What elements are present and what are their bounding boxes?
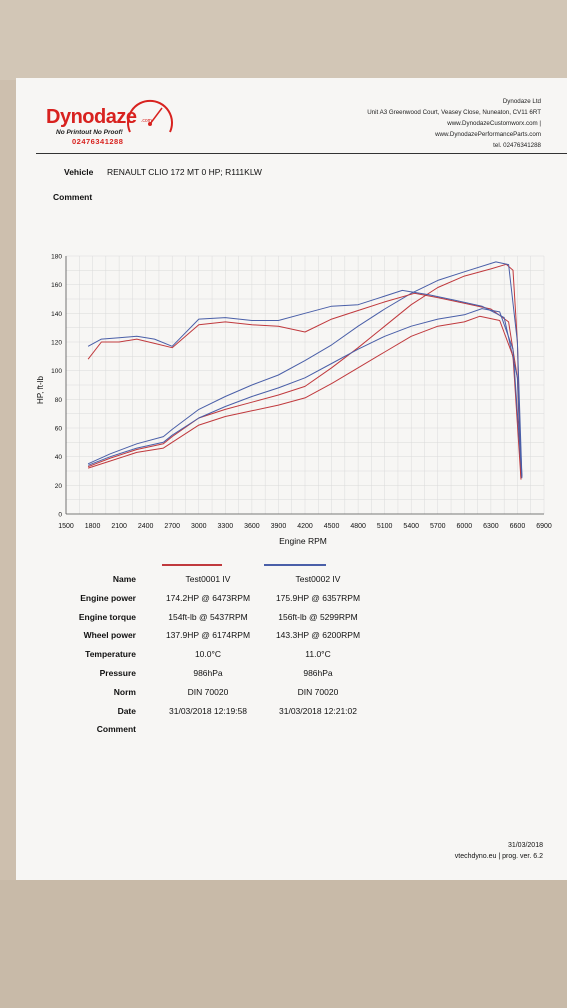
table-header-test1: Test0001 IV bbox=[185, 574, 231, 584]
y-tick-label: 120 bbox=[51, 340, 62, 347]
table-row-label: Date bbox=[117, 705, 136, 716]
x-tick-label: 6000 bbox=[457, 523, 473, 530]
table-row-label: Pressure bbox=[99, 668, 136, 678]
x-tick-label: 3300 bbox=[218, 523, 234, 530]
x-tick-label: 1800 bbox=[85, 523, 101, 530]
table-row-label: Comment bbox=[96, 724, 136, 735]
dyno-sheet: Dynodaze .com No Printout No Proof! 0247… bbox=[16, 78, 567, 880]
y-tick-label: 140 bbox=[51, 311, 62, 318]
chart-axes: 1500 1800 2100 2400 2700 3000 3300 3600 3900 4200… bbox=[51, 254, 552, 531]
company-web1: www.DynodazeCustomworx.com | bbox=[447, 120, 541, 127]
table-row-label: Temperature bbox=[85, 649, 136, 660]
table-cell-test2: 986hPa bbox=[303, 668, 333, 678]
x-tick-label: 6900 bbox=[536, 523, 552, 530]
x-tick-label: 5400 bbox=[403, 523, 419, 530]
comment-label: Comment bbox=[53, 192, 93, 202]
table-row-label: Engine torque bbox=[78, 611, 136, 622]
x-tick-label: 2700 bbox=[164, 523, 180, 530]
table-row-label: Wheel power bbox=[83, 630, 136, 641]
y-tick-label: 160 bbox=[51, 282, 62, 289]
x-tick-label: 2100 bbox=[111, 523, 127, 530]
legend-line-test1 bbox=[162, 564, 222, 566]
x-tick-label: 4800 bbox=[350, 523, 366, 530]
series-line-wheel-test2 bbox=[87, 308, 523, 479]
series-line-torque-test1 bbox=[87, 292, 522, 479]
table-cell-test2: 156ft-lb @ 5299RPM bbox=[278, 611, 358, 622]
brand-suffix: .com bbox=[141, 118, 152, 124]
footer-program: vtechdyno.eu | prog. ver. 6.2 bbox=[454, 853, 543, 860]
legend-line-test2 bbox=[264, 564, 326, 566]
table-cell-test2: 175.9HP @ 6357RPM bbox=[275, 592, 361, 603]
series-line-wheel-test1 bbox=[87, 315, 522, 480]
table-header-test2: Test0002 IV bbox=[295, 574, 341, 584]
carpet-background-top bbox=[0, 0, 567, 80]
x-tick-label: 4500 bbox=[324, 523, 340, 530]
x-tick-label: 3900 bbox=[271, 523, 287, 530]
y-tick-label: 80 bbox=[55, 397, 63, 404]
x-tick-label: 5700 bbox=[430, 523, 446, 530]
brand-tagline: No Printout No Proof! bbox=[56, 129, 123, 136]
x-tick-label: 1500 bbox=[58, 523, 74, 530]
table-cell-test2: 11.0°C bbox=[305, 649, 331, 660]
x-tick-label: 4200 bbox=[297, 523, 313, 530]
chart-grid bbox=[65, 255, 545, 515]
footer-date: 31/03/2018 bbox=[507, 842, 543, 849]
table-cell-test1: 174.2HP @ 6473RPM bbox=[165, 592, 251, 603]
table-header-label: Name bbox=[112, 574, 136, 584]
brand-name: Dynodaze bbox=[46, 106, 137, 128]
table-cell-test1: 31/03/2018 12:19:58 bbox=[169, 705, 247, 716]
y-tick-label: 180 bbox=[51, 254, 62, 261]
x-axis-label: Engine RPM bbox=[279, 536, 327, 546]
brand-phone: 02476341288 bbox=[72, 137, 124, 146]
y-tick-label: 60 bbox=[55, 426, 63, 433]
x-tick-label: 2400 bbox=[138, 523, 154, 530]
y-tick-label: 20 bbox=[55, 483, 63, 490]
company-web2: www.DynodazePerformanceParts.com bbox=[435, 131, 541, 138]
dynodaze-logo: Dynodaze .com No Printout No Proof! 0247… bbox=[46, 96, 186, 146]
dyno-chart: 1500 1800 2100 2400 2700 3000 3300 3600 3900 4200… bbox=[36, 254, 552, 547]
series-line-power-test2 bbox=[87, 261, 523, 477]
x-tick-label: 3600 bbox=[244, 523, 260, 530]
company-street: Unit A3 Greenwood Court, Veasey Close, N… bbox=[367, 109, 541, 116]
vehicle-label: Vehicle bbox=[64, 167, 94, 177]
table-cell-test1: 986hPa bbox=[193, 668, 223, 678]
company-name: Dynodaze Ltd bbox=[502, 98, 541, 105]
y-tick-label: 40 bbox=[55, 454, 63, 461]
series-line-power-test1 bbox=[87, 263, 522, 479]
gauge-icon bbox=[127, 99, 173, 133]
x-tick-label: 5100 bbox=[377, 523, 393, 530]
table-cell-test2: 143.3HP @ 6200RPM bbox=[275, 630, 361, 641]
table-row-label: Norm bbox=[113, 686, 136, 697]
table-cell-test1: DIN 70020 bbox=[187, 686, 229, 697]
header-divider bbox=[36, 153, 567, 154]
vehicle-value: RENAULT CLIO 172 MT 0 HP; R111KLW bbox=[107, 167, 262, 177]
y-tick-label: 0 bbox=[58, 512, 62, 519]
table-cell-test1: 154ft-lb @ 5437RPM bbox=[168, 611, 248, 622]
series-line-torque-test2 bbox=[87, 289, 523, 477]
table-cell-test2: 31/03/2018 12:21:02 bbox=[279, 705, 357, 716]
company-tel: tel. 02476341288 bbox=[493, 142, 541, 149]
carpet-background-bottom bbox=[0, 880, 567, 1008]
x-tick-label: 6600 bbox=[510, 523, 526, 530]
table-cell-test1: 137.9HP @ 6174RPM bbox=[165, 630, 251, 641]
chart-series bbox=[87, 261, 523, 480]
y-tick-label: 100 bbox=[51, 368, 62, 375]
x-tick-label: 3000 bbox=[191, 523, 207, 530]
x-tick-label: 6300 bbox=[483, 523, 499, 530]
y-axis-label: HP, ft-lb bbox=[36, 376, 45, 404]
table-cell-test1: 10.0°C bbox=[194, 649, 222, 660]
company-address: Dynodaze Ltd Unit A3 Greenwood Court, Ve… bbox=[281, 96, 541, 151]
table-cell-test2: DIN 70020 bbox=[297, 686, 339, 697]
table-row-label: Engine power bbox=[80, 592, 136, 603]
